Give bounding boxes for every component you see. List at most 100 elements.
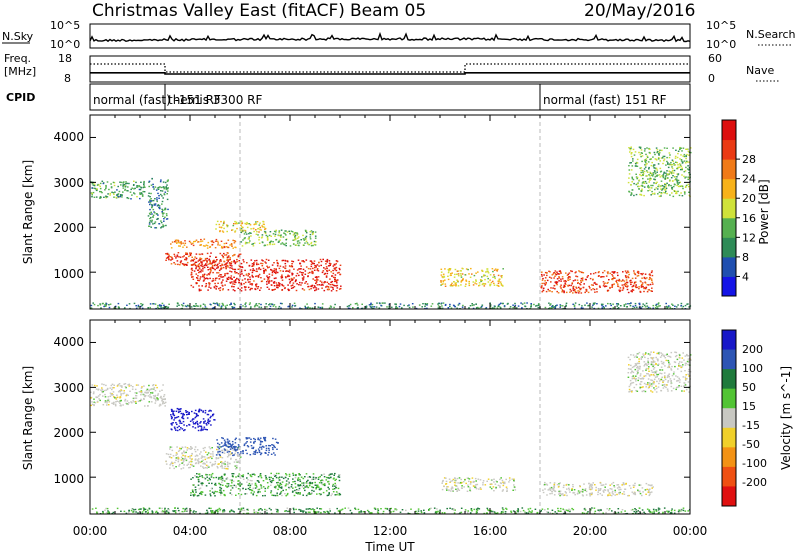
power-cell — [652, 283, 654, 285]
power-cell — [610, 304, 612, 307]
velocity-cell — [240, 451, 242, 453]
power-cell — [179, 245, 181, 247]
velocity-cell — [91, 384, 94, 386]
velocity-cell — [237, 483, 239, 485]
velocity-cell — [194, 446, 197, 448]
velocity-cell — [101, 383, 103, 385]
velocity-cell — [110, 393, 113, 396]
power-cell — [305, 235, 308, 238]
power-cell — [443, 275, 445, 277]
power-cell — [225, 307, 227, 309]
power-cell — [572, 287, 575, 289]
power-cell — [269, 231, 272, 233]
velocity-cell — [99, 393, 101, 396]
velocity-cell — [449, 481, 451, 483]
power-cell — [291, 260, 293, 262]
velocity-cell — [169, 467, 171, 469]
velocity-cell — [239, 456, 242, 458]
velocity-cell — [197, 458, 200, 460]
velocity-cell — [135, 384, 138, 386]
power-cell — [630, 279, 632, 282]
power-cell — [676, 182, 679, 184]
velocity-cell — [198, 488, 201, 490]
velocity-cell — [623, 491, 625, 493]
power-cell — [675, 192, 677, 195]
power-cell — [497, 280, 499, 282]
power-cell — [170, 247, 173, 249]
power-cell — [209, 255, 211, 258]
power-cell — [243, 233, 246, 235]
power-cell — [215, 223, 218, 226]
power-cell — [248, 273, 250, 275]
power-cell — [242, 239, 244, 241]
power-cell — [634, 165, 637, 167]
power-cell — [281, 283, 283, 286]
power-cell — [284, 232, 286, 235]
velocity-cell — [337, 476, 340, 478]
power-cell — [329, 264, 331, 266]
velocity-cell — [218, 491, 221, 494]
power-cell — [285, 242, 287, 244]
velocity-cell — [215, 476, 218, 479]
power-cell — [204, 304, 206, 306]
power-cell — [163, 306, 165, 308]
velocity-cell — [197, 423, 199, 426]
power-cell — [305, 259, 308, 261]
velocity-cell — [279, 492, 282, 494]
velocity-cell — [245, 438, 248, 440]
power-cell — [440, 281, 442, 283]
velocity-cell — [647, 382, 649, 384]
velocity-cell — [452, 478, 455, 481]
velocity-cell — [201, 491, 203, 493]
power-cell — [663, 171, 666, 173]
velocity-cell — [208, 477, 211, 480]
power-cell — [603, 276, 605, 278]
power-cell — [641, 273, 643, 276]
velocity-cell — [468, 480, 470, 483]
power-cell — [189, 252, 191, 254]
power-cell — [185, 257, 188, 260]
power-cell — [649, 171, 651, 174]
velocity-cell — [188, 411, 190, 414]
power-cell — [571, 282, 574, 284]
power-cell — [321, 271, 324, 274]
power-cell — [388, 305, 390, 307]
power-cell — [268, 273, 271, 275]
power-cell — [442, 283, 444, 285]
velocity-cell — [260, 448, 263, 450]
power-cell — [222, 266, 225, 269]
power-cell — [486, 275, 489, 278]
velocity-cell — [274, 446, 276, 449]
power-cell — [565, 304, 567, 306]
velocity-cell — [583, 483, 585, 485]
velocity-cell — [175, 466, 177, 468]
power-cell — [245, 302, 247, 304]
power-cell — [212, 280, 215, 282]
power-cell — [668, 184, 670, 186]
power-cell — [551, 291, 553, 293]
power-cell — [666, 156, 668, 159]
power-cell — [226, 258, 229, 260]
power-cell — [177, 263, 179, 266]
power-cell — [134, 187, 136, 190]
velocity-cell — [257, 488, 259, 491]
velocity-cell — [227, 441, 229, 443]
velocity-cell — [553, 482, 556, 484]
velocity-cell — [115, 401, 117, 403]
power-cell — [326, 285, 328, 287]
velocity-cell — [226, 478, 229, 480]
power-cell — [143, 183, 145, 186]
velocity-cell — [288, 486, 290, 489]
power-cell — [131, 194, 133, 196]
colorbar-tick-label: 28 — [742, 153, 756, 166]
velocity-cell — [254, 438, 256, 441]
power-cell — [99, 190, 101, 193]
velocity-cell — [513, 480, 515, 482]
power-cell — [650, 164, 653, 167]
power-cell — [569, 278, 571, 280]
power-cell — [286, 260, 289, 263]
power-cell — [270, 240, 273, 242]
power-cell — [671, 163, 674, 166]
power-cell — [260, 306, 263, 309]
power-cell — [304, 229, 307, 232]
